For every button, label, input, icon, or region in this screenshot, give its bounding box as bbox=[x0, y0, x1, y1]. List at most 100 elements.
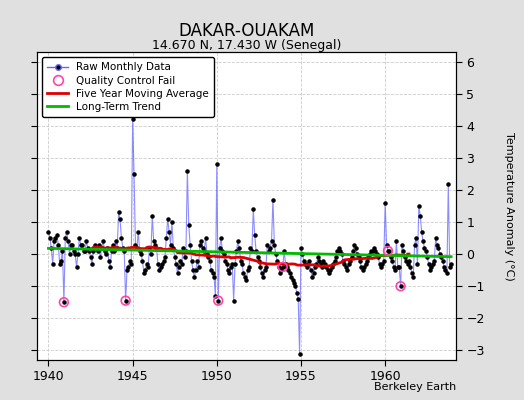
Point bbox=[210, 273, 218, 280]
Point bbox=[183, 168, 192, 174]
Point bbox=[413, 260, 422, 267]
Point bbox=[342, 264, 350, 270]
Point bbox=[92, 244, 101, 251]
Point bbox=[290, 280, 298, 286]
Point bbox=[75, 235, 83, 241]
Point bbox=[308, 273, 316, 280]
Point bbox=[433, 241, 441, 248]
Point bbox=[203, 251, 211, 257]
Point bbox=[49, 260, 57, 267]
Point bbox=[170, 254, 179, 260]
Point bbox=[44, 228, 52, 235]
Point bbox=[388, 257, 396, 264]
Point bbox=[384, 248, 392, 254]
Point bbox=[326, 267, 335, 273]
Point bbox=[408, 270, 416, 276]
Point bbox=[50, 238, 58, 244]
Point bbox=[169, 244, 178, 251]
Point bbox=[178, 260, 186, 267]
Point bbox=[148, 212, 157, 219]
Point bbox=[291, 283, 300, 290]
Point bbox=[110, 248, 118, 254]
Point bbox=[385, 248, 394, 254]
Point bbox=[340, 260, 348, 267]
Point bbox=[173, 270, 182, 276]
Point bbox=[401, 254, 409, 260]
Legend: Raw Monthly Data, Quality Control Fail, Five Year Moving Average, Long-Term Tren: Raw Monthly Data, Quality Control Fail, … bbox=[42, 57, 214, 117]
Point bbox=[218, 248, 226, 254]
Point bbox=[96, 254, 105, 260]
Point bbox=[180, 254, 189, 260]
Point bbox=[182, 248, 190, 254]
Point bbox=[302, 264, 311, 270]
Point bbox=[269, 196, 277, 203]
Point bbox=[298, 251, 307, 257]
Point bbox=[249, 206, 257, 212]
Point bbox=[179, 244, 188, 251]
Point bbox=[344, 260, 353, 267]
Point bbox=[270, 241, 279, 248]
Point bbox=[387, 254, 395, 260]
Point bbox=[106, 264, 114, 270]
Point bbox=[371, 248, 379, 254]
Point bbox=[223, 260, 231, 267]
Point bbox=[192, 267, 200, 273]
Point bbox=[221, 257, 230, 264]
Point bbox=[67, 241, 75, 248]
Point bbox=[368, 248, 377, 254]
Point bbox=[300, 257, 308, 264]
Point bbox=[445, 264, 454, 270]
Point bbox=[447, 260, 455, 267]
Point bbox=[122, 298, 130, 304]
Point bbox=[370, 244, 378, 251]
Point bbox=[287, 273, 296, 280]
Point bbox=[321, 260, 329, 267]
Point bbox=[51, 235, 60, 241]
Point bbox=[166, 241, 174, 248]
Point bbox=[242, 276, 250, 283]
Point bbox=[329, 260, 337, 267]
Point bbox=[280, 248, 288, 254]
Point bbox=[133, 244, 141, 251]
Point bbox=[426, 267, 434, 273]
Point bbox=[176, 257, 184, 264]
Point bbox=[228, 260, 236, 267]
Point bbox=[356, 257, 364, 264]
Point bbox=[316, 260, 325, 267]
Point bbox=[154, 260, 162, 267]
Point bbox=[184, 222, 193, 228]
Point bbox=[310, 270, 318, 276]
Point bbox=[255, 257, 263, 264]
Point bbox=[162, 235, 170, 241]
Point bbox=[128, 116, 137, 122]
Point bbox=[147, 251, 155, 257]
Point bbox=[224, 267, 232, 273]
Point bbox=[412, 235, 420, 241]
Point bbox=[265, 248, 273, 254]
Point bbox=[384, 248, 392, 254]
Point bbox=[225, 270, 234, 276]
Point bbox=[353, 251, 362, 257]
Point bbox=[109, 241, 117, 248]
Point bbox=[205, 257, 214, 264]
Point bbox=[232, 248, 241, 254]
Point bbox=[196, 241, 204, 248]
Point bbox=[137, 251, 145, 257]
Point bbox=[143, 260, 151, 267]
Point bbox=[245, 264, 253, 270]
Y-axis label: Temperature Anomaly (°C): Temperature Anomaly (°C) bbox=[504, 132, 514, 280]
Point bbox=[172, 260, 180, 267]
Point bbox=[367, 248, 375, 254]
Point bbox=[95, 241, 103, 248]
Point bbox=[47, 244, 56, 251]
Point bbox=[350, 241, 358, 248]
Point bbox=[248, 248, 256, 254]
Point bbox=[91, 241, 99, 248]
Text: Berkeley Earth: Berkeley Earth bbox=[374, 382, 456, 392]
Point bbox=[102, 251, 110, 257]
Point bbox=[328, 264, 336, 270]
Point bbox=[194, 264, 203, 270]
Point bbox=[318, 264, 326, 270]
Point bbox=[158, 260, 166, 267]
Point bbox=[165, 228, 173, 235]
